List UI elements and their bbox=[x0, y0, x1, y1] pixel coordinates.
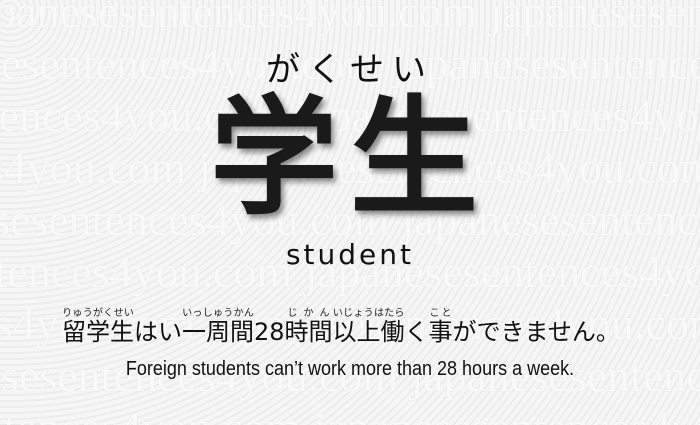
watermark-text: japanesesentences4you.com bbox=[489, 0, 700, 37]
watermark-row: japanesesentences4you.comjapanesesentenc… bbox=[0, 38, 700, 90]
watermark-text: japanesesentences4you.com bbox=[313, 402, 700, 425]
watermark-text: japanesesentences4you.com bbox=[392, 38, 700, 89]
example-sentence: 留学生りゅうがくせいはい一周間いっしゅうかん28時間じかん以上働いじょうはたらく… bbox=[62, 308, 620, 347]
watermark-text: japanesesentences4you.com bbox=[0, 38, 381, 89]
watermark-row: japanesesentences4you.com japanesesentenc… bbox=[0, 402, 700, 425]
word: ができません。 bbox=[452, 318, 620, 346]
watermark-row: japanesesentences4you.comjapanesesentenc… bbox=[0, 298, 700, 350]
furigana: いじょうはたら bbox=[332, 308, 405, 319]
watermark-text: japanesesentences4you.com bbox=[0, 142, 187, 193]
watermark-row: japanesesentences4you.comjapanesesentenc… bbox=[0, 246, 700, 298]
watermark-text: japanesesentences4you.com bbox=[0, 298, 196, 349]
word: 事 bbox=[428, 318, 453, 346]
ruby-word: 以上働いじょうはたら bbox=[332, 308, 405, 346]
watermark-text: japanesesentences4you.com bbox=[304, 246, 700, 297]
watermark-row: japanesesentences4you.comjapanesesentenc… bbox=[0, 194, 700, 246]
furigana: こと bbox=[428, 308, 453, 319]
word: 一周間 bbox=[182, 318, 254, 346]
ruby-word: 留学生りゅうがくせい bbox=[62, 308, 134, 346]
watermark-text: japanesesentences4you.com bbox=[0, 350, 399, 401]
word: 時間 bbox=[284, 318, 333, 346]
word: く bbox=[404, 318, 429, 346]
watermark-text: japanesesentences4you.com bbox=[198, 142, 700, 193]
furigana: いっしゅうかん bbox=[182, 308, 254, 319]
ruby-word: 事こと bbox=[428, 308, 453, 346]
word: はい bbox=[134, 318, 182, 346]
watermark-text: japanesesentences4you.com bbox=[410, 350, 700, 401]
furigana: じかん bbox=[284, 308, 333, 319]
word: 28 bbox=[254, 318, 285, 346]
watermark-text: japanesesentences4you.com bbox=[0, 402, 301, 425]
ruby-word: 時間じかん bbox=[284, 308, 333, 346]
translation: Foreign students can’t work more than 28… bbox=[125, 358, 575, 380]
ruby-word: 一周間いっしゅうかん bbox=[182, 308, 254, 346]
watermark-text: japanesesentences4you.com bbox=[207, 298, 700, 349]
watermark-row: japanesesentences4you.com japanesesentenc… bbox=[0, 0, 700, 38]
watermark-text: japanesesentences4you.com bbox=[0, 246, 293, 297]
word: 留学生 bbox=[62, 318, 134, 346]
word: 以上働 bbox=[332, 318, 405, 346]
reading: がくせい bbox=[266, 50, 434, 90]
watermark-text: japanesesentences4you.com bbox=[0, 0, 478, 37]
watermark-text: japanesesentences4you.com bbox=[295, 90, 700, 141]
watermark-row: japanesesentences4you.comjapanesesentenc… bbox=[0, 142, 700, 194]
watermark-text: japanesesentences4you.com bbox=[401, 194, 700, 245]
watermark-row: japanesesentences4you.comjapanesesentenc… bbox=[0, 90, 700, 142]
kanji: 学生 bbox=[209, 83, 490, 233]
watermark-row: japanesesentences4you.comjapanesesentenc… bbox=[0, 350, 700, 402]
watermark-text: japanesesentences4you.com bbox=[0, 194, 390, 245]
meaning: student bbox=[285, 238, 415, 271]
watermark-text: japanesesentences4you.com bbox=[0, 90, 284, 141]
furigana: りゅうがくせい bbox=[62, 308, 134, 319]
